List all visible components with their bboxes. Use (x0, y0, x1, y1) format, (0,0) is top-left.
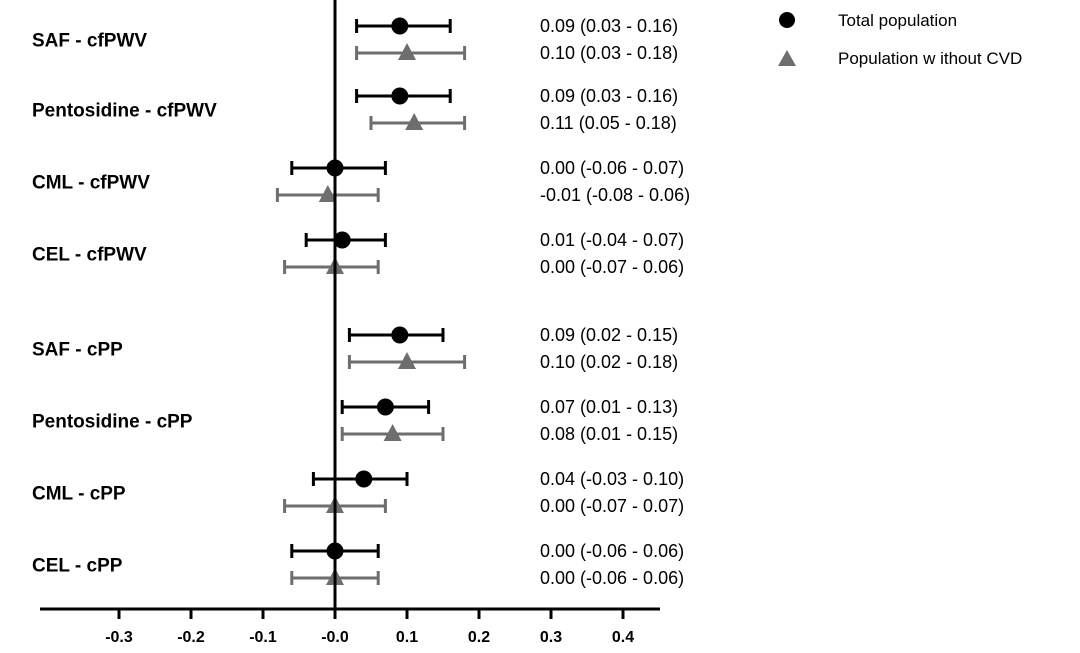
legend-label-total: Total population (838, 11, 957, 30)
forest-row: CML - cfPWV 0.00 (-0.06 - 0.07) -0.01 (-0.… (32, 158, 690, 205)
rows-layer: SAF - cfPWV 0.09 (0.03 - 0.16) 0.10 (0.03 … (32, 16, 690, 588)
row-label: CEL - cfPWV (32, 245, 147, 266)
total-estimate-label: 0.00 (-0.06 - 0.07) (540, 158, 684, 178)
no-cvd-estimate-label: -0.01 (-0.08 - 0.06) (540, 185, 690, 205)
x-tick-label: -0.0 (321, 629, 349, 646)
no-cvd-point-triangle (405, 113, 424, 130)
forest-row: CEL - cPP 0.00 (-0.06 - 0.06) 0.00 (-0.06 … (32, 541, 684, 588)
no-cvd-estimate-label: 0.08 (0.01 - 0.15) (540, 424, 678, 444)
row-label: Pentosidine - cPP (32, 412, 193, 433)
row-label: CML - cPP (32, 484, 126, 505)
total-estimate-label: 0.01 (-0.04 - 0.07) (540, 230, 684, 250)
row-label: SAF - cfPWV (32, 31, 147, 52)
x-tick-label: 0.3 (540, 629, 562, 646)
legend-item-no-cvd: Population w ithout CVD (778, 49, 1022, 68)
row-label: SAF - cPP (32, 340, 123, 361)
forest-row: SAF - cfPWV 0.09 (0.03 - 0.16) 0.10 (0.03 … (32, 16, 678, 63)
forest-row: CEL - cfPWV 0.01 (-0.04 - 0.07) 0.00 (-0.0… (32, 230, 684, 277)
no-cvd-point-triangle (398, 43, 416, 60)
total-point-circle (391, 17, 409, 35)
legend-item-total: Total population (779, 11, 957, 30)
x-axis: -0.3 -0.2 -0.1 -0.0 0.1 0.2 0.3 0.4 (40, 0, 660, 646)
forest-row: Pentosidine - cPP 0.07 (0.01 - 0.13) 0.08 … (32, 397, 678, 444)
x-tick-label: -0.1 (249, 629, 277, 646)
legend: Total population Population w ithout CVD (778, 11, 1022, 68)
no-cvd-point-triangle (398, 352, 416, 369)
row-label: CML - cfPWV (32, 173, 150, 194)
forest-row: Pentosidine - cfPWV 0.09 (0.03 - 0.16) 0.1… (32, 86, 678, 133)
no-cvd-estimate-label: 0.11 (0.05 - 0.18) (540, 113, 677, 133)
x-tick-label: 0.2 (468, 629, 490, 646)
row-label: CEL - cPP (32, 556, 123, 577)
forest-row: CML - cPP 0.04 (-0.03 - 0.10) 0.00 (-0.07 … (32, 469, 684, 516)
total-point-circle (391, 326, 409, 344)
no-cvd-point-triangle (383, 424, 402, 441)
legend-triangle-icon (778, 50, 796, 66)
row-label: Pentosidine - cfPWV (32, 101, 217, 122)
no-cvd-estimate-label: 0.00 (-0.07 - 0.06) (540, 257, 684, 277)
total-point-circle (355, 470, 373, 488)
x-tick-label: -0.3 (105, 629, 133, 646)
total-estimate-label: 0.04 (-0.03 - 0.10) (540, 469, 684, 489)
x-tick-label: -0.2 (177, 629, 205, 646)
no-cvd-estimate-label: 0.00 (-0.06 - 0.06) (540, 568, 684, 588)
no-cvd-estimate-label: 0.10 (0.03 - 0.18) (540, 43, 678, 63)
total-estimate-label: 0.09 (0.03 - 0.16) (540, 86, 678, 106)
total-point-circle (376, 398, 394, 416)
total-point-circle (391, 87, 409, 105)
no-cvd-estimate-label: 0.10 (0.02 - 0.18) (540, 352, 678, 372)
no-cvd-point-triangle (318, 185, 337, 202)
total-estimate-label: 0.09 (0.02 - 0.15) (540, 325, 678, 345)
x-tick-label: 0.1 (396, 629, 418, 646)
total-estimate-label: 0.09 (0.03 - 0.16) (540, 16, 678, 36)
total-estimate-label: 0.00 (-0.06 - 0.06) (540, 541, 684, 561)
legend-label-no-cvd: Population w ithout CVD (838, 49, 1022, 68)
no-cvd-estimate-label: 0.00 (-0.07 - 0.07) (540, 496, 684, 516)
forest-row: SAF - cPP 0.09 (0.02 - 0.15) 0.10 (0.02 - … (32, 325, 678, 372)
total-estimate-label: 0.07 (0.01 - 0.13) (540, 397, 678, 417)
x-tick-label: 0.4 (612, 629, 634, 646)
total-point-circle (333, 231, 351, 249)
legend-circle-icon (779, 12, 795, 28)
